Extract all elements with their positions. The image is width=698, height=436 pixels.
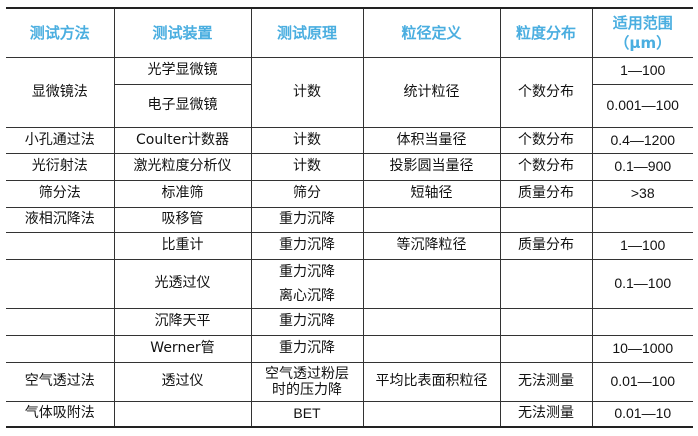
cell-principle: 筛分 — [250, 179, 364, 208]
table-row: 液相沉降法 吸移管 重力沉降 — [6, 206, 693, 233]
cell-distribution — [499, 334, 593, 363]
cell-principle: 计数 — [250, 152, 364, 181]
cell-device: 比重计 — [113, 231, 252, 260]
cell-distribution: 无法测量 — [499, 400, 593, 428]
header-device: 测试装置 — [113, 7, 252, 58]
header-range: 适用范围（μm） — [591, 7, 693, 58]
header-distribution: 粒度分布 — [499, 7, 593, 58]
table-row: 筛分法 标准筛 筛分 短轴径 质量分布 >38 — [6, 179, 693, 208]
table-row: 显微镜法 光学显微镜 计数 统计粒径 个数分布 1—100 — [6, 56, 693, 128]
cell-range: 0.01—10 — [591, 400, 693, 428]
cell-method: 筛分法 — [6, 179, 115, 208]
cell-range: 1—100 — [591, 56, 693, 85]
cell-range: >38 — [591, 179, 693, 208]
cell-definition: 平均比表面积粒径 — [362, 361, 501, 402]
cell-method: 液相沉降法 — [6, 206, 115, 233]
cell-method — [6, 231, 115, 260]
cell-device: 沉降天平 — [113, 307, 252, 336]
table-row: 空气透过法 透过仪 空气透过粉层时的压力降 平均比表面积粒径 无法测量 0.01… — [6, 361, 693, 402]
cell-principle: 重力沉降 — [250, 231, 364, 260]
cell-method: 显微镜法 — [6, 56, 115, 128]
cell-definition: 体积当量径 — [362, 126, 501, 154]
cell-definition — [362, 400, 501, 428]
cell-method — [6, 307, 115, 336]
principle-line: 重力沉降 — [279, 263, 335, 280]
cell-definition: 短轴径 — [362, 179, 501, 208]
cell-range — [591, 307, 693, 336]
cell-method: 气体吸附法 — [6, 400, 115, 428]
cell-device: 电子显微镜 — [114, 83, 252, 128]
cell-device: 光透过仪 — [113, 258, 252, 309]
cell-device: 吸移管 — [113, 206, 252, 233]
table-row: Werner管 重力沉降 10—1000 — [6, 334, 693, 363]
cell-distribution: 个数分布 — [499, 56, 593, 128]
cell-device: 标准筛 — [113, 179, 252, 208]
table-row: 比重计 重力沉降 等沉降粒径 质量分布 1—100 — [6, 231, 693, 260]
cell-method: 空气透过法 — [6, 361, 115, 402]
cell-distribution — [499, 206, 593, 233]
cell-distribution: 质量分布 — [499, 231, 593, 260]
cell-distribution — [499, 307, 593, 336]
table-row: 光透过仪 重力沉降 离心沉降 0.1—100 — [6, 258, 693, 309]
cell-range: 0.001—100 — [591, 83, 693, 128]
cell-distribution: 个数分布 — [499, 126, 593, 154]
cell-definition: 统计粒径 — [362, 56, 501, 128]
cell-principle: 计数 — [250, 56, 364, 128]
cell-range: 10—1000 — [591, 334, 693, 363]
cell-device: 激光粒度分析仪 — [113, 152, 252, 181]
cell-range: 0.1—100 — [591, 258, 693, 309]
cell-definition — [362, 307, 501, 336]
cell-principle: 空气透过粉层时的压力降 — [250, 361, 364, 402]
principle-line: 离心沉降 — [279, 287, 335, 304]
cell-definition: 等沉降粒径 — [362, 231, 501, 260]
cell-range: 0.4—1200 — [591, 126, 693, 154]
cell-principle: 重力沉降 — [250, 307, 364, 336]
cell-distribution — [499, 258, 593, 309]
cell-device: Coulter计数器 — [113, 126, 252, 154]
cell-range: 0.01—100 — [591, 361, 693, 402]
header-row: 测试方法 测试装置 测试原理 粒径定义 粒度分布 适用范围（μm） — [6, 7, 693, 58]
cell-principle: 重力沉降 离心沉降 — [250, 258, 364, 309]
cell-distribution: 质量分布 — [499, 179, 593, 208]
cell-device — [113, 400, 252, 428]
cell-distribution: 个数分布 — [499, 152, 593, 181]
cell-device: Werner管 — [113, 334, 252, 363]
cell-range: 0.1—900 — [591, 152, 693, 181]
cell-definition — [362, 334, 501, 363]
header-method: 测试方法 — [6, 7, 115, 58]
table-row: 小孔通过法 Coulter计数器 计数 体积当量径 个数分布 0.4—1200 — [6, 126, 693, 154]
cell-distribution: 无法测量 — [499, 361, 593, 402]
cell-device: 透过仪 — [113, 361, 252, 402]
table-row: 电子显微镜 0.001—100 — [6, 83, 693, 128]
header-definition: 粒径定义 — [362, 7, 501, 58]
cell-definition — [362, 258, 501, 309]
table-row: 沉降天平 重力沉降 — [6, 307, 693, 336]
cell-range — [591, 206, 693, 233]
header-principle: 测试原理 — [250, 7, 364, 58]
cell-method: 小孔通过法 — [6, 126, 115, 154]
cell-principle: 计数 — [250, 126, 364, 154]
cell-method: 光衍射法 — [6, 152, 115, 181]
cell-principle: 重力沉降 — [250, 334, 364, 363]
cell-range: 1—100 — [591, 231, 693, 260]
cell-device: 光学显微镜 — [113, 56, 252, 85]
cell-definition: 投影圆当量径 — [362, 152, 501, 181]
cell-method — [6, 334, 115, 363]
table-row: 气体吸附法 BET 无法测量 0.01—10 — [6, 400, 693, 428]
cell-method — [6, 258, 115, 309]
cell-principle: BET — [250, 400, 364, 428]
cell-principle: 重力沉降 — [250, 206, 364, 233]
particle-size-methods-table: 测试方法 测试装置 测试原理 粒径定义 粒度分布 适用范围（μm） 显微镜法 光… — [6, 7, 693, 428]
cell-definition — [362, 206, 501, 233]
table-row: 光衍射法 激光粒度分析仪 计数 投影圆当量径 个数分布 0.1—900 — [6, 152, 693, 181]
